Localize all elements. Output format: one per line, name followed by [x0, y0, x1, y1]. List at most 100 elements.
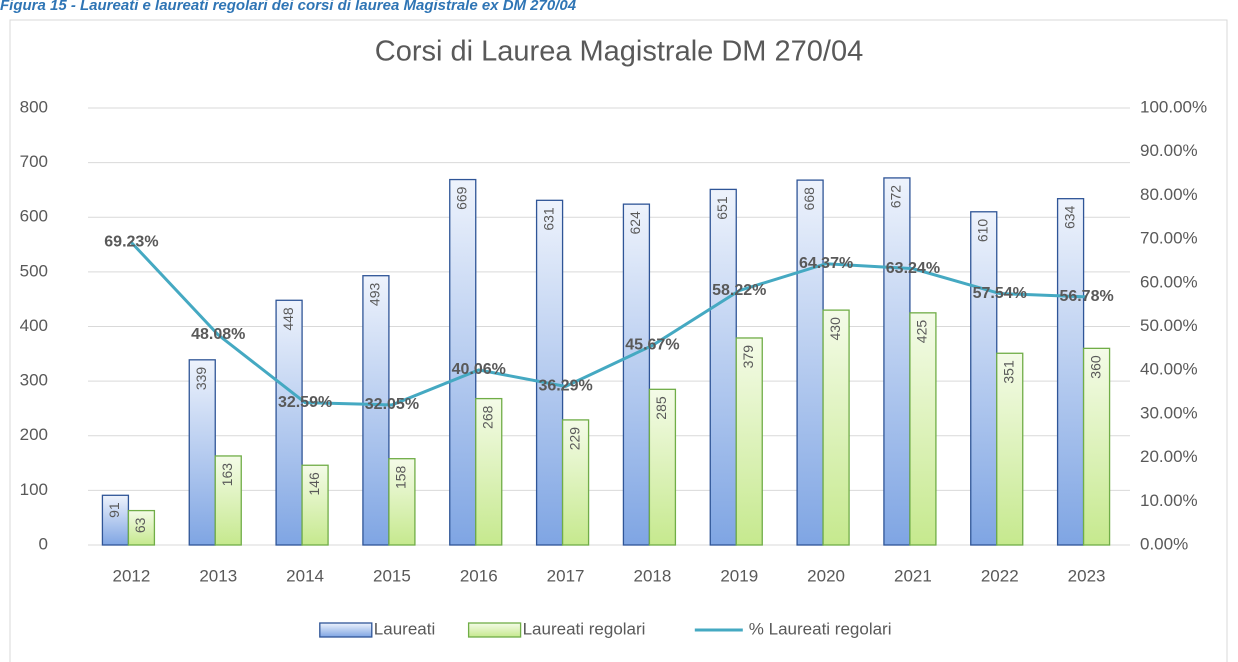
line-value-label: 32.59%	[278, 394, 332, 411]
y2-tick-label: 100.00%	[1140, 97, 1207, 116]
bar-value-label: 672	[888, 185, 904, 209]
x-tick-label: 2015	[373, 566, 411, 585]
bar	[909, 312, 937, 546]
line-value-label: 36.29%	[538, 378, 592, 395]
y2-tick-label: 30.00%	[1140, 403, 1198, 422]
bar	[188, 359, 216, 546]
y-tick-label: 800	[20, 97, 48, 116]
bar-value-label: 430	[827, 317, 843, 341]
bar-value-label: 351	[1000, 360, 1016, 384]
bar-value-label: 268	[479, 405, 495, 429]
x-tick-label: 2016	[460, 566, 498, 585]
y2-tick-label: 20.00%	[1140, 447, 1198, 466]
line-value-label: 57.54%	[973, 285, 1027, 302]
y2-tick-label: 70.00%	[1140, 229, 1198, 248]
bar	[449, 178, 477, 546]
line-value-label: 48.08%	[191, 326, 245, 343]
bar	[796, 179, 824, 546]
x-tick-label: 2017	[547, 566, 585, 585]
y-tick-label: 0	[39, 534, 48, 553]
line-value-label: 56.78%	[1059, 288, 1113, 305]
bar	[1056, 198, 1085, 546]
caption: Figura 15 - Laureati e laureati regolari…	[0, 0, 577, 14]
bar	[996, 352, 1024, 546]
bar-value-label: 448	[280, 307, 296, 331]
bar	[622, 203, 651, 546]
bar-value-label: 669	[453, 186, 469, 210]
bar	[883, 177, 911, 546]
bar	[275, 299, 303, 546]
y-tick-label: 100	[20, 480, 48, 499]
bar-value-label: 379	[740, 345, 756, 369]
y-tick-label: 200	[20, 425, 48, 444]
x-tick-label: 2020	[807, 566, 845, 585]
bar	[388, 458, 416, 546]
y-tick-label: 700	[20, 152, 48, 171]
y-tick-label: 600	[20, 207, 48, 226]
bar	[475, 397, 503, 546]
x-tick-label: 2013	[199, 566, 237, 585]
y2-tick-label: 40.00%	[1140, 360, 1198, 379]
bar-value-label: 158	[393, 465, 409, 489]
bar-value-label: 425	[914, 320, 930, 344]
bar-value-label: 360	[1087, 355, 1103, 379]
bar	[709, 188, 737, 546]
y2-tick-label: 50.00%	[1140, 316, 1198, 335]
legend-label: % Laureati regolari	[749, 619, 892, 638]
line-value-label: 45.67%	[625, 337, 679, 354]
line-value-label: 40.06%	[452, 361, 506, 378]
bar	[1082, 347, 1111, 546]
bar-value-label: 163	[219, 463, 235, 487]
y-tick-label: 500	[20, 261, 48, 280]
y2-tick-label: 90.00%	[1140, 141, 1198, 160]
bar-value-label: 624	[627, 211, 643, 235]
line	[130, 241, 1087, 407]
bar	[127, 509, 156, 546]
y2-tick-label: 10.00%	[1140, 491, 1198, 510]
y2-tick-label: 60.00%	[1140, 272, 1198, 291]
bar-value-label: 668	[801, 187, 817, 211]
bar	[561, 419, 590, 546]
line-value-label: 58.22%	[712, 282, 766, 299]
legend-swatch	[319, 622, 373, 638]
line-value-label: 64.37%	[799, 255, 853, 272]
bar-value-label: 91	[106, 502, 122, 518]
bar-value-label: 651	[714, 196, 730, 220]
bar	[362, 275, 390, 546]
line-value-label: 63.24%	[886, 260, 940, 277]
y2-tick-label: 0.00%	[1140, 534, 1188, 553]
bar	[535, 199, 564, 546]
bar	[970, 211, 998, 546]
bar	[301, 464, 329, 546]
bar	[822, 309, 850, 546]
bar-value-label: 146	[306, 472, 322, 496]
x-tick-label: 2021	[894, 566, 932, 585]
line-value-label: 69.23%	[104, 234, 158, 251]
y-tick-label: 300	[20, 371, 48, 390]
bar	[735, 337, 763, 546]
x-tick-label: 2023	[1068, 566, 1106, 585]
x-tick-label: 2019	[720, 566, 758, 585]
bar-value-label: 634	[1061, 205, 1077, 229]
bar-value-label: 631	[540, 207, 556, 231]
legend-swatch	[467, 622, 522, 638]
bar-value-label: 339	[193, 367, 209, 391]
chart-title: Corsi di Laurea Magistrale DM 270/04	[375, 36, 863, 68]
bar	[214, 455, 242, 546]
bar-value-label: 229	[566, 427, 582, 451]
bar-value-label: 493	[367, 282, 383, 306]
bar	[648, 388, 677, 546]
x-tick-label: 2012	[113, 566, 151, 585]
bar-value-label: 610	[974, 219, 990, 243]
chart-border	[9, 19, 1228, 662]
line-value-label: 32.05%	[365, 396, 419, 413]
legend-label: Laureati	[374, 619, 435, 638]
x-tick-label: 2014	[286, 566, 324, 585]
y-tick-label: 400	[20, 316, 48, 335]
y2-tick-label: 80.00%	[1140, 185, 1198, 204]
bar-value-label: 63	[132, 517, 148, 533]
x-tick-label: 2018	[634, 566, 672, 585]
x-tick-label: 2022	[981, 566, 1019, 585]
